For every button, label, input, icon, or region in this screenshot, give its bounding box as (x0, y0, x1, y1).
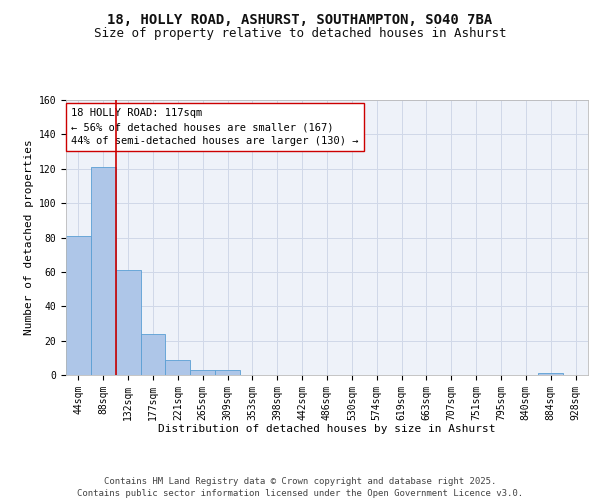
Text: Contains HM Land Registry data © Crown copyright and database right 2025.
Contai: Contains HM Land Registry data © Crown c… (77, 476, 523, 498)
Text: Size of property relative to detached houses in Ashurst: Size of property relative to detached ho… (94, 28, 506, 40)
Bar (116, 270, 140, 375)
Bar (538, 374, 563, 375)
Text: 18 HOLLY ROAD: 117sqm
← 56% of detached houses are smaller (167)
44% of semi-det: 18 HOLLY ROAD: 117sqm ← 56% of detached … (71, 108, 359, 146)
Bar (140, 334, 166, 375)
X-axis label: Distribution of detached houses by size in Ashurst: Distribution of detached houses by size … (158, 424, 496, 434)
Y-axis label: Number of detached properties: Number of detached properties (25, 140, 34, 336)
Bar (215, 370, 240, 375)
Bar (91, 167, 116, 375)
Bar (66, 236, 91, 375)
Bar (166, 360, 190, 375)
Text: 18, HOLLY ROAD, ASHURST, SOUTHAMPTON, SO40 7BA: 18, HOLLY ROAD, ASHURST, SOUTHAMPTON, SO… (107, 12, 493, 26)
Bar (190, 370, 215, 375)
